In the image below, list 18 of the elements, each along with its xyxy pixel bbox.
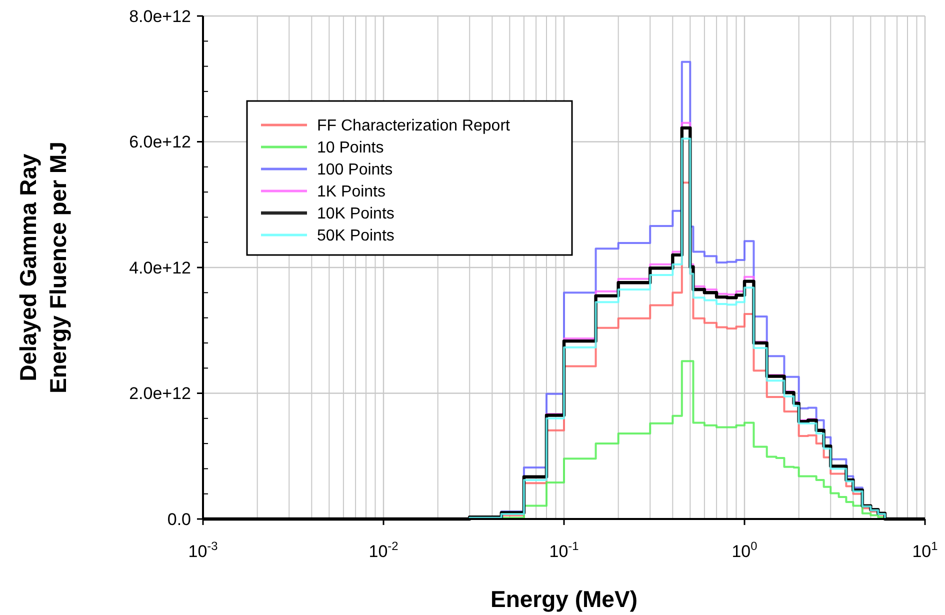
x-tick-label: 10$^{-1}$	[549, 539, 580, 561]
y-axis-title: Delayed Gamma Ray Energy Fluence per MJ	[15, 142, 71, 394]
y-tick-label: 6.0e+12	[129, 132, 191, 152]
x-tick-label: 10$^{1}$	[912, 539, 938, 561]
y-tick-label: 0.0	[167, 510, 191, 529]
x-tick-label: 10$^{0}$	[732, 539, 758, 561]
y-tick-label: 4.0e+12	[129, 258, 191, 278]
legend-label: 10 Points	[317, 140, 384, 157]
x-tick-label: 10$^{-3}$	[188, 539, 218, 561]
x-axis-title: Energy (MeV)	[490, 586, 638, 612]
x-tick-label: 10$^{-2}$	[368, 539, 399, 561]
y-tick-label: 2.0e+12	[129, 384, 191, 404]
legend-label: FF Characterization Report	[317, 118, 511, 135]
y-tick-label: 8.0e+12	[129, 6, 191, 26]
legend-label: 1K Points	[317, 184, 386, 201]
legend-label: 100 Points	[317, 162, 393, 179]
legend-label: 50K Points	[317, 228, 394, 245]
legend-label: 10K Points	[317, 206, 394, 223]
